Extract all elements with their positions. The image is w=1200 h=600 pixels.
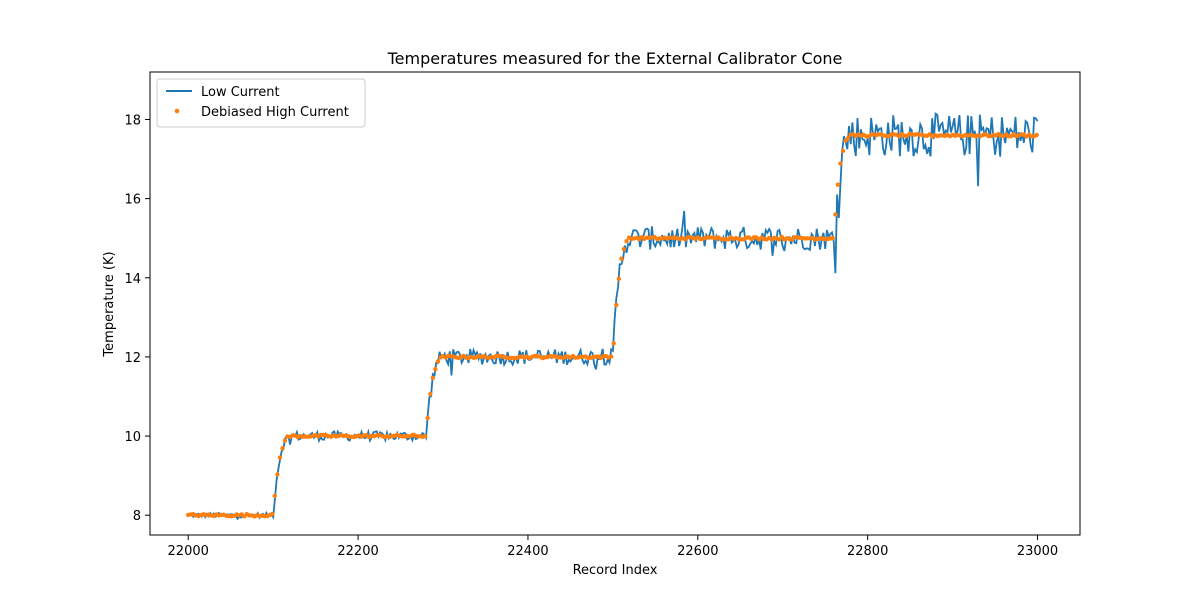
x-tick-label: 22000 [168,544,209,559]
series-point-debiased-high-current [609,354,614,359]
series-point-debiased-high-current [830,236,835,241]
x-axis: 22000 22200 22400 22600 22800 23000 [168,535,1058,559]
series-point-debiased-high-current [614,302,619,308]
series-point-debiased-high-current [428,391,433,397]
legend-box [156,78,366,128]
series-point-debiased-high-current [611,341,616,346]
x-tick-label: 22600 [677,544,718,559]
plot-area [186,112,1039,521]
y-tick-label: 16 [124,193,141,208]
series-point-debiased-high-current [433,367,438,372]
series-point-debiased-high-current [835,182,841,187]
legend-dot-swatch [174,108,180,114]
series-point-debiased-high-current [833,212,838,217]
y-tick-label: 10 [124,430,141,445]
plot-frame [149,71,1081,536]
series-point-debiased-high-current [282,438,288,443]
y-tick-label: 12 [124,351,141,366]
series-point-debiased-high-current [277,455,283,460]
series-point-debiased-high-current [624,239,629,244]
y-axis-label: Temperature (K) [102,251,117,357]
y-tick-label: 8 [133,509,141,524]
series-point-debiased-high-current [272,493,277,498]
x-tick-label: 22800 [847,544,888,559]
legend: Low Current Debiased High Current [156,78,366,128]
series-point-debiased-high-current [425,415,430,421]
series-line-low-current [188,112,1039,521]
series-point-debiased-high-current [423,434,428,439]
x-tick-label: 22400 [507,544,548,559]
legend-label-low-current: Low Current [201,85,280,100]
series-point-debiased-high-current [838,161,843,166]
x-axis-label: Record Index [573,563,658,578]
series-point-debiased-high-current [619,256,624,261]
series-point-debiased-high-current [435,359,441,364]
y-axis: 8 10 12 14 16 18 [124,113,150,524]
series-point-debiased-high-current [845,136,851,141]
series-point-debiased-high-current [621,246,627,252]
series-point-debiased-high-current [430,375,435,381]
x-tick-label: 22200 [337,544,378,559]
series-point-debiased-high-current [1034,132,1039,138]
series-point-debiased-high-current [280,446,285,451]
series-point-debiased-high-current [270,511,275,517]
y-tick-label: 14 [124,272,141,287]
series-point-debiased-high-current [275,472,280,477]
series-point-debiased-high-current [840,148,846,153]
series-point-debiased-high-current [616,276,621,281]
chart-title: Temperatures measured for the External C… [387,49,843,68]
legend-label-debiased-high-current: Debiased High Current [201,105,349,120]
y-tick-label: 18 [124,113,141,128]
x-tick-label: 23000 [1017,544,1058,559]
